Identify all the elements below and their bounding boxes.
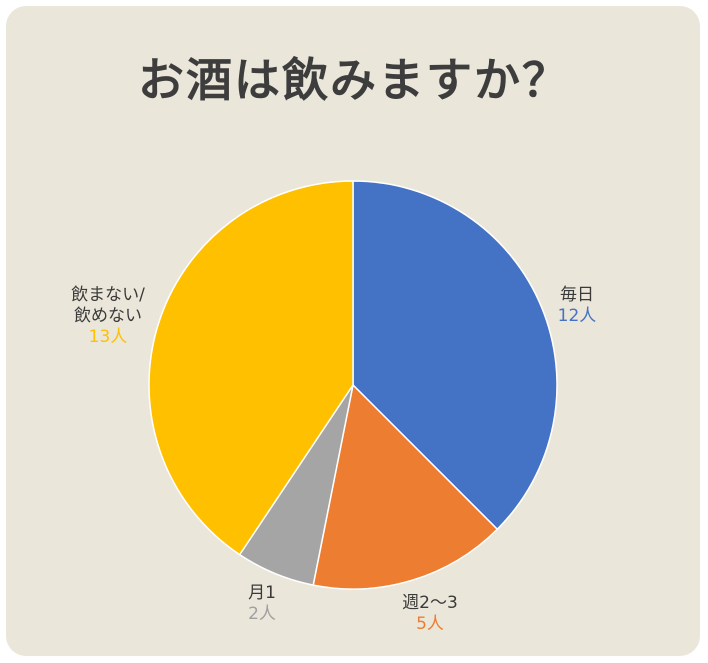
chart-title: お酒は飲みますか？ [138, 53, 570, 107]
slice-monthly-label: 月1 [248, 583, 276, 603]
slice-never [148, 180, 354, 556]
slice-weekly-label: 週2〜3 [402, 593, 458, 613]
slice-weekly [312, 383, 499, 590]
slice-daily [352, 180, 558, 531]
slice-monthly-value: 2人 [248, 604, 276, 624]
slice-daily-label: 毎日 [560, 285, 594, 305]
slice-weekly-value: 5人 [416, 614, 444, 634]
slice-never-label-2: 飲めない [74, 306, 142, 326]
slice-daily-value: 12人 [558, 306, 597, 326]
slice-never-label-1: 飲まない/ [71, 285, 145, 305]
slice-never-value: 13人 [89, 327, 128, 347]
